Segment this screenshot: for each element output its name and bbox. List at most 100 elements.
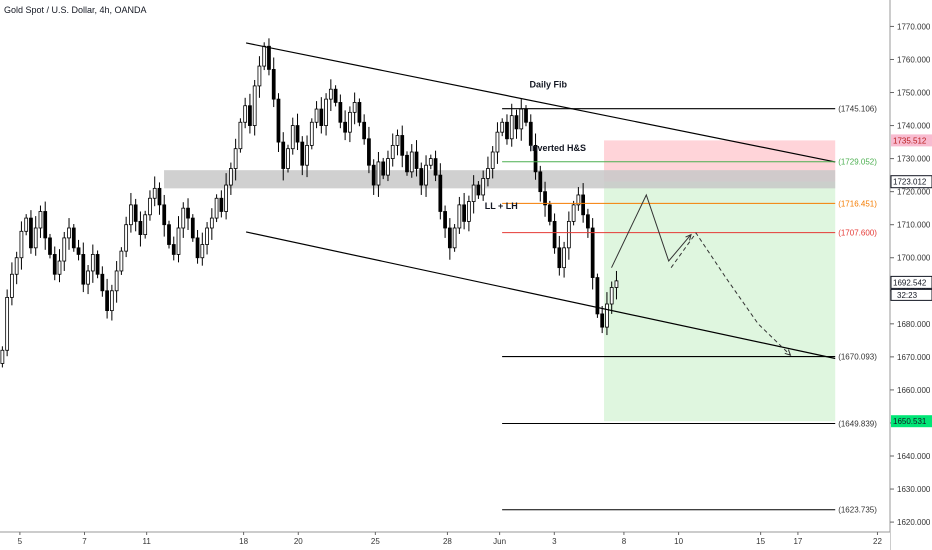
candle-body bbox=[295, 125, 300, 143]
annotations-layer: Daily Fib Inverted H&S LL + LH bbox=[485, 80, 586, 212]
candle-body bbox=[29, 217, 33, 249]
level-label: (1670.093) bbox=[838, 353, 877, 362]
candle-body bbox=[90, 254, 95, 272]
channel-lower-line bbox=[245, 231, 836, 360]
candle-body bbox=[0, 349, 5, 364]
candle-body bbox=[586, 214, 590, 229]
candle-body bbox=[495, 131, 500, 153]
candle-body bbox=[233, 148, 238, 169]
x-tick-label: 11 bbox=[143, 537, 152, 546]
candle-body bbox=[105, 290, 109, 312]
candle-body bbox=[119, 250, 124, 272]
level-label: (1745.106) bbox=[838, 105, 877, 114]
countdown-badge bbox=[890, 288, 932, 301]
x-tick-label: 25 bbox=[371, 537, 380, 546]
candle-body bbox=[133, 204, 138, 222]
y-tick-label: 1740.000 bbox=[897, 122, 931, 131]
candle-body bbox=[471, 184, 476, 202]
candle-body bbox=[376, 161, 381, 186]
candle-body bbox=[581, 194, 586, 216]
y-tick-label: 1680.000 bbox=[897, 320, 931, 329]
y-axis-panel[interactable] bbox=[890, 0, 932, 550]
candle-body bbox=[419, 168, 424, 186]
candle-body bbox=[124, 224, 129, 252]
candle-body bbox=[52, 254, 57, 275]
last-price-label: 1692.542 bbox=[893, 278, 927, 287]
candle-body bbox=[476, 184, 481, 196]
x-tick-label: 28 bbox=[443, 537, 452, 546]
y-tick-label: 1640.000 bbox=[897, 452, 931, 461]
x-tick-label: 18 bbox=[239, 537, 248, 546]
candle-body bbox=[157, 187, 162, 206]
candle-body bbox=[95, 254, 100, 275]
y-tick-label: 1710.000 bbox=[897, 221, 931, 230]
candle-body bbox=[386, 158, 390, 176]
candle-body bbox=[243, 105, 248, 123]
y-tick-label: 1620.000 bbox=[897, 518, 931, 527]
support-resistance-zone bbox=[164, 170, 836, 189]
chart-title: Gold Spot / U.S. Dollar, 4h, OANDA bbox=[4, 5, 147, 15]
candle-body bbox=[48, 237, 52, 255]
candle-body bbox=[528, 121, 533, 146]
candle-body bbox=[24, 217, 29, 232]
candle-body bbox=[86, 270, 90, 285]
candle-body bbox=[224, 184, 228, 212]
candle-body bbox=[200, 244, 205, 259]
x-tick-label: 3 bbox=[552, 537, 557, 546]
x-tick-label: 20 bbox=[294, 537, 303, 546]
candle-body bbox=[19, 230, 24, 259]
candle-body bbox=[524, 108, 528, 123]
candle-body bbox=[38, 211, 43, 229]
x-axis: 5 7 11 18 20 25 28 Jun 3 8 10 15 17 22 bbox=[18, 532, 882, 546]
x-tick-label: 10 bbox=[674, 537, 683, 546]
candle-body bbox=[348, 111, 352, 133]
candle-body bbox=[428, 158, 433, 166]
level-label: (1716.451) bbox=[838, 199, 877, 208]
x-tick-label: 8 bbox=[622, 537, 627, 546]
candle-body bbox=[328, 88, 333, 100]
candle-body bbox=[248, 105, 252, 126]
candle-body bbox=[409, 151, 414, 173]
candle-body bbox=[486, 168, 490, 179]
candle-body bbox=[352, 102, 357, 113]
price-badge bbox=[891, 415, 932, 428]
candle-body bbox=[314, 108, 319, 123]
candle-body bbox=[405, 154, 409, 173]
last-price-badge bbox=[890, 275, 932, 289]
candle-body bbox=[576, 194, 581, 206]
candle-body bbox=[57, 260, 62, 275]
candle-body bbox=[605, 303, 609, 328]
candle-body bbox=[371, 164, 376, 186]
candle-body bbox=[590, 227, 595, 278]
candle-body bbox=[290, 125, 295, 150]
candle-body bbox=[33, 227, 38, 249]
level-label: (1623.735) bbox=[838, 506, 877, 515]
candle-body bbox=[414, 151, 419, 169]
candle-body bbox=[362, 121, 367, 140]
y-tick-label: 1770.000 bbox=[897, 22, 931, 31]
candle-body bbox=[43, 211, 48, 239]
candle-body bbox=[257, 65, 262, 87]
x-axis-panel[interactable] bbox=[0, 532, 890, 550]
candle-body bbox=[566, 220, 571, 249]
level-label: (1729.052) bbox=[838, 158, 877, 167]
candle-body bbox=[490, 151, 495, 169]
candle-body bbox=[447, 227, 452, 249]
candle-body bbox=[343, 121, 347, 133]
candle-body bbox=[562, 247, 566, 269]
candle-body bbox=[547, 204, 552, 222]
candle-body bbox=[100, 273, 105, 292]
candle-body bbox=[500, 121, 505, 133]
level-label: (1707.600) bbox=[838, 229, 877, 238]
candle-body bbox=[305, 144, 309, 166]
candle-body bbox=[509, 115, 514, 140]
y-tick-label: 1700.000 bbox=[897, 254, 931, 263]
candle-body bbox=[109, 290, 114, 312]
candles-layer bbox=[0, 38, 619, 368]
candle-body bbox=[300, 141, 305, 166]
candle-body bbox=[457, 204, 462, 229]
candle-body bbox=[390, 144, 395, 160]
candle-body bbox=[162, 204, 167, 226]
